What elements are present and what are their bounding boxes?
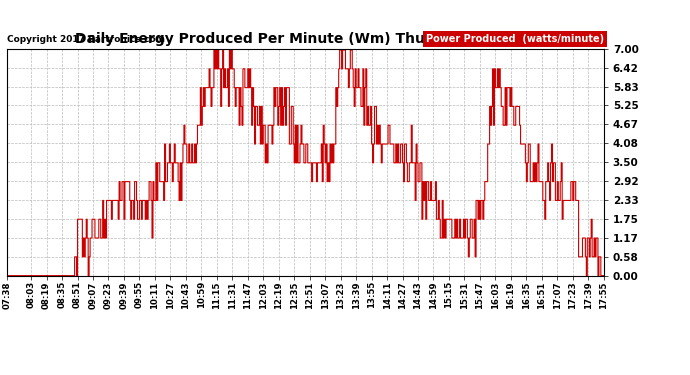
Text: Power Produced  (watts/minute): Power Produced (watts/minute) xyxy=(426,34,604,44)
Title: Daily Energy Produced Per Minute (Wm) Thu Oct 12  18:01: Daily Energy Produced Per Minute (Wm) Th… xyxy=(75,32,535,46)
Text: Copyright 2017 Cartronics.com: Copyright 2017 Cartronics.com xyxy=(7,35,165,44)
